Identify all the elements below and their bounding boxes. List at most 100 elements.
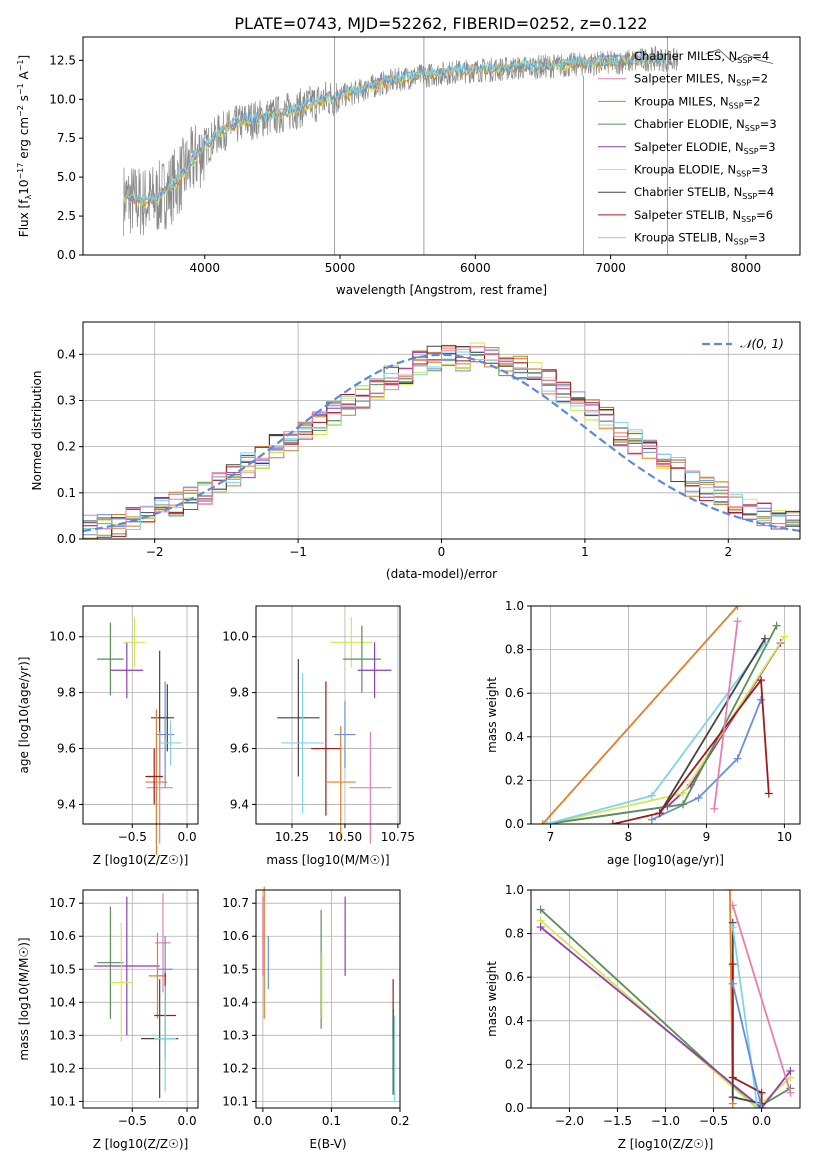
axes-frame — [255, 889, 401, 1109]
weight-marker — [728, 979, 737, 988]
y-tick-label: 10.4 — [49, 995, 76, 1009]
weight-marker — [538, 820, 547, 824]
x-axis-label: (data-model)/error — [386, 567, 497, 581]
legend-label: Salpeter STELIB, NSSP=6 — [634, 208, 773, 224]
x-tick-label: 1 — [581, 545, 589, 559]
weight-marker — [780, 632, 789, 641]
legend-label: Salpeter MILES, NSSP=2 — [634, 72, 768, 88]
y-axis-label: age [log10(age/yr)] — [17, 657, 31, 774]
y-tick-label: 0.4 — [57, 347, 76, 361]
weight-line — [612, 677, 770, 824]
spectrum-lines — [123, 37, 774, 255]
y-axis-label: Flux [fλ10−17 erg cm−2 s−1 A−1] — [16, 55, 33, 237]
y-tick-label: 10.7 — [222, 896, 249, 910]
y-tick-label: 0.0 — [505, 817, 524, 831]
y-tick-label: 9.4 — [57, 797, 76, 811]
legend-label: Salpeter ELODIE, NSSP=3 — [634, 140, 776, 156]
y-tick-label: 10.1 — [49, 1094, 76, 1108]
x-tick-label: −1.0 — [651, 1114, 680, 1128]
y-tick-label: 0.3 — [57, 393, 76, 407]
y-tick-label: 10.2 — [222, 1061, 249, 1075]
weight-line — [546, 625, 778, 824]
weight-marker — [728, 923, 737, 932]
legend-label: Chabrier STELIB, NSSP=4 — [634, 185, 774, 201]
y-tick-label: 5.0 — [57, 170, 76, 184]
residual-histogram — [83, 346, 800, 530]
x-axis-label: wavelength [Angstrom, rest frame] — [336, 283, 547, 297]
y-axis-label: Normed distribution — [30, 371, 44, 491]
x-axis-label: E(B-V) — [309, 1137, 346, 1151]
weight-line — [731, 905, 792, 1093]
x-tick-label: 4000 — [189, 261, 220, 275]
weight-line — [713, 621, 739, 809]
x-tick-label: −1.5 — [603, 1114, 632, 1128]
weight-marker — [710, 804, 719, 813]
weight-marker — [694, 793, 703, 802]
axes-frame — [82, 321, 801, 540]
weight-marker — [542, 820, 551, 824]
weight-line — [731, 983, 763, 1108]
weight-marker — [764, 789, 773, 798]
weight-marker — [608, 820, 617, 824]
x-tick-label: 10.25 — [275, 830, 309, 844]
weight-marker — [728, 901, 737, 910]
y-tick-label: 10.3 — [222, 1028, 249, 1042]
y-tick-label: 0.8 — [505, 927, 524, 941]
weight-marker — [728, 960, 737, 969]
y-tick-label: 10.5 — [222, 962, 249, 976]
x-axis-label: Z [log10(Z/Z☉)] — [93, 1137, 189, 1151]
panels: 4000 5000 6000 7000 80000.02.55.07.510.012.5… — [16, 36, 801, 1151]
y-tick-label: 0.2 — [57, 440, 76, 454]
x-tick-label: 0.0 — [178, 830, 197, 844]
x-tick-label: −0.5 — [699, 1114, 728, 1128]
legend-label: Kroupa MILES, NSSP=2 — [634, 94, 760, 110]
weight-marker — [757, 695, 766, 704]
x-axis-label: mass [log10(M/M☉)] — [266, 853, 389, 867]
x-axis-label: Z [log10(Z/Z☉)] — [618, 1137, 714, 1151]
weight-marker — [536, 923, 545, 932]
legend-label: Chabrier ELODIE, NSSP=3 — [634, 117, 777, 133]
x-tick-label: −0.5 — [118, 830, 147, 844]
y-tick-label: 1.0 — [505, 599, 524, 613]
weight-marker — [728, 1073, 737, 1082]
normal-curve — [82, 353, 801, 532]
y-axis-label: mass [log10(M/M☉)] — [17, 937, 31, 1060]
axes-frame — [255, 605, 401, 825]
axes-frame — [82, 889, 199, 1109]
y-tick-label: 0.0 — [57, 532, 76, 546]
axes-frame — [530, 889, 801, 1109]
weight-panel: 7 8 9 10 0.0 0.2 0.4 0.6 0.8 1.0 age [log10(age/yr… — [485, 599, 801, 867]
y-tick-label: 10.3 — [49, 1028, 76, 1042]
x-tick-label: 0.0 — [253, 1114, 272, 1128]
y-tick-label: 0.1 — [57, 486, 76, 500]
weight-lines — [538, 606, 789, 824]
weight-marker — [655, 809, 664, 818]
x-tick-label: 6000 — [460, 261, 491, 275]
y-tick-label: 10.2 — [49, 1061, 76, 1075]
weight-line — [540, 926, 792, 1108]
model-spectrum-line — [123, 53, 666, 205]
x-tick-label: 0 — [438, 545, 446, 559]
errorbar-panel: 10.25 10.50 10.75 9.4 9.6 9.8 10.0 mass [log10(… — [222, 605, 415, 867]
legend-label: Kroupa ELODIE, NSSP=3 — [634, 163, 768, 179]
x-tick-label: 0.2 — [390, 1114, 409, 1128]
weight-marker — [725, 890, 734, 894]
errorbar-panel: 0.0 0.1 0.2 10.1 10.2 10.3 10.4 10.5 10.6 10.7 E(B… — [222, 886, 410, 1151]
y-tick-label: 10.0 — [49, 630, 76, 644]
y-tick-label: 1.0 — [505, 883, 524, 897]
axes-frame — [530, 605, 801, 825]
y-tick-label: 9.4 — [230, 797, 249, 811]
weight-marker — [733, 617, 742, 626]
errorbar-panel: −0.5 0.0 10.1 10.2 10.3 10.4 10.5 10.6 10.7 Z [lo… — [17, 889, 199, 1151]
residual-panel: −2 −1 0 1 2 0.0 0.1 0.2 0.3 0.4 𝒩(0, 1) (data-model… — [30, 321, 801, 581]
y-tick-label: 9.8 — [230, 686, 249, 700]
weight-marker — [733, 754, 742, 763]
x-tick-label: 0.0 — [178, 1114, 197, 1128]
y-tick-label: 10.0 — [49, 92, 76, 106]
weight-marker — [733, 606, 742, 610]
x-tick-label: 0.0 — [752, 1114, 771, 1128]
y-tick-label: 10.5 — [49, 962, 76, 976]
weight-marker — [752, 1099, 761, 1108]
y-tick-label: 0.8 — [505, 643, 524, 657]
